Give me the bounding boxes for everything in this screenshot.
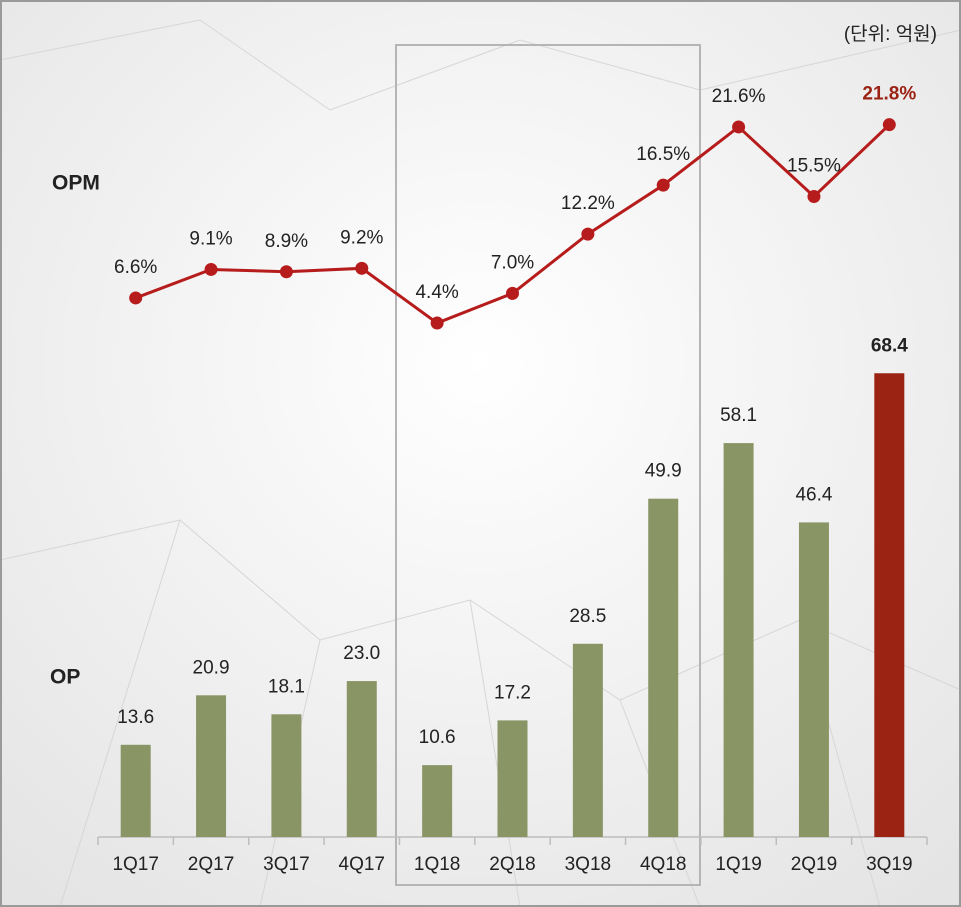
bar bbox=[120, 744, 151, 837]
bar bbox=[422, 765, 453, 837]
x-tick-label: 1Q19 bbox=[715, 854, 761, 875]
bar bbox=[196, 695, 227, 837]
bar-label: 10.6 bbox=[419, 727, 456, 748]
bar bbox=[271, 714, 302, 837]
x-tick-label: 3Q18 bbox=[565, 854, 611, 875]
bar bbox=[346, 681, 377, 837]
point-label: 9.2% bbox=[340, 227, 383, 248]
line-point bbox=[732, 120, 746, 134]
x-tick-label: 4Q17 bbox=[339, 854, 385, 875]
line-point bbox=[129, 291, 143, 305]
line-point bbox=[581, 227, 595, 241]
bar bbox=[723, 443, 754, 837]
x-tick-label: 2Q19 bbox=[791, 854, 837, 875]
bar-label: 68.4 bbox=[871, 335, 908, 356]
x-tick-label: 2Q18 bbox=[489, 854, 535, 875]
bar-label: 28.5 bbox=[569, 606, 606, 627]
bar-label: 17.2 bbox=[494, 682, 531, 703]
x-tick-label: 3Q17 bbox=[263, 854, 309, 875]
series-label: OP bbox=[50, 666, 80, 689]
bar bbox=[572, 643, 603, 837]
bar bbox=[874, 373, 905, 837]
point-label: 7.0% bbox=[491, 252, 534, 273]
point-label: 16.5% bbox=[636, 144, 690, 165]
line-point bbox=[506, 286, 519, 300]
line-point bbox=[279, 265, 293, 279]
bar-label: 18.1 bbox=[268, 676, 305, 697]
x-tick-label: 1Q17 bbox=[112, 854, 158, 875]
x-tick-label: 2Q17 bbox=[188, 854, 234, 875]
bar bbox=[497, 720, 528, 837]
line-point bbox=[204, 262, 218, 276]
bar-label: 23.0 bbox=[343, 643, 380, 664]
point-label: 6.6% bbox=[114, 257, 157, 278]
bar bbox=[648, 498, 679, 837]
line-point bbox=[882, 118, 896, 132]
point-label: 15.5% bbox=[787, 156, 841, 177]
bar-label: 49.9 bbox=[645, 461, 682, 482]
bar-label: 58.1 bbox=[720, 405, 757, 426]
bar-label: 46.4 bbox=[795, 484, 832, 505]
unit-note: (단위: 억원) bbox=[844, 23, 937, 45]
line-point bbox=[656, 178, 670, 192]
x-tick-label: 3Q19 bbox=[866, 854, 912, 875]
point-label: 21.8% bbox=[862, 84, 916, 105]
bar-label: 20.9 bbox=[193, 657, 230, 678]
line-point bbox=[807, 190, 821, 203]
bar bbox=[798, 522, 829, 837]
point-label: 8.9% bbox=[265, 231, 308, 252]
x-tick-label: 4Q18 bbox=[640, 854, 686, 875]
line-point bbox=[355, 261, 369, 275]
point-label: 12.2% bbox=[561, 193, 615, 214]
series-label: OPM bbox=[52, 172, 100, 195]
line-point bbox=[430, 316, 444, 330]
point-label: 21.6% bbox=[712, 86, 766, 107]
bar-label: 13.6 bbox=[117, 707, 154, 728]
point-label: 4.4% bbox=[415, 282, 458, 303]
x-tick-label: 1Q18 bbox=[414, 854, 460, 875]
highlight-box bbox=[395, 44, 701, 886]
point-label: 9.1% bbox=[189, 228, 232, 249]
